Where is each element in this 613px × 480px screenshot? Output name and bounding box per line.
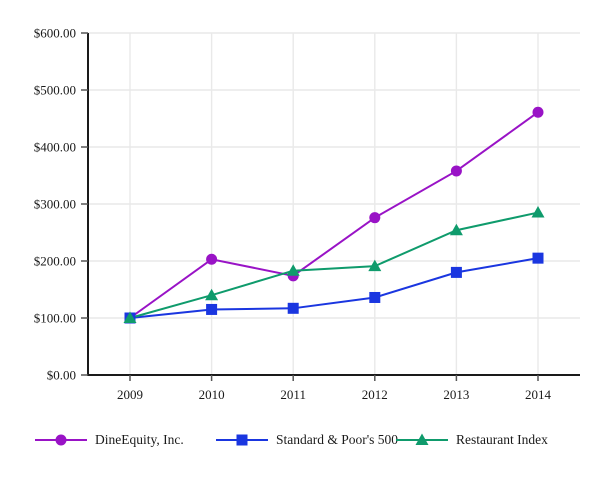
legend-marker <box>415 433 429 445</box>
chart-legend: DineEquity, Inc. Standard & Poor's 500 R… <box>0 430 613 452</box>
series-line-circle <box>129 111 539 319</box>
data-point-square <box>532 252 544 264</box>
data-point-square <box>450 266 462 278</box>
data-point-circle <box>369 212 381 224</box>
series-line-square <box>129 257 539 319</box>
data-point-square <box>206 303 218 315</box>
x-axis-tick-label: 2010 <box>199 387 225 402</box>
legend-item-dineequity: DineEquity, Inc. <box>35 430 184 450</box>
data-point-square <box>287 302 299 314</box>
data-point-triangle <box>286 264 300 276</box>
y-axis-tick-label: $500.00 <box>34 83 76 98</box>
legend-label: Standard & Poor's 500 <box>276 432 399 447</box>
data-point-circle <box>450 165 462 177</box>
data-point-triangle <box>449 223 463 236</box>
y-axis-tick-label: $100.00 <box>34 311 76 326</box>
data-point-triangle <box>123 311 137 323</box>
legend-marker-circle-icon <box>35 434 87 446</box>
x-axis-tick-label: 2011 <box>280 387 306 402</box>
data-point-triangle <box>531 206 545 218</box>
legend-label: Restaurant Index <box>456 432 548 447</box>
y-axis-tick-label: $0.00 <box>47 368 76 383</box>
x-axis-tick-label: 2009 <box>117 387 143 402</box>
x-axis-tick-label: 2013 <box>443 387 469 402</box>
data-point-square <box>369 291 381 303</box>
performance-chart: $0.00 $100.00 $200.00 $300.00 $400.00 $500.00… <box>34 26 580 402</box>
y-axis-tick-label: $600.00 <box>34 26 76 41</box>
legend-label: DineEquity, Inc. <box>95 432 184 447</box>
x-axis-tick-label: 2014 <box>525 387 552 402</box>
legend-item-sp500: Standard & Poor's 500 <box>216 430 398 450</box>
y-axis-tick-label: $400.00 <box>34 140 76 155</box>
data-point-triangle <box>368 259 382 272</box>
data-point-circle <box>206 253 218 265</box>
legend-marker <box>236 434 248 446</box>
legend-marker-triangle-icon <box>396 433 448 445</box>
legend-item-restaurant-index: Restaurant Index <box>396 430 548 450</box>
data-point-circle <box>532 106 544 118</box>
y-axis-tick-label: $300.00 <box>34 197 76 212</box>
series-line-triangle <box>129 211 539 319</box>
x-axis-tick-label: 2012 <box>362 387 388 402</box>
y-axis-tick-label: $200.00 <box>34 254 76 269</box>
legend-marker-square-icon <box>216 434 268 446</box>
data-point-triangle <box>205 288 219 301</box>
legend-marker <box>55 434 67 446</box>
